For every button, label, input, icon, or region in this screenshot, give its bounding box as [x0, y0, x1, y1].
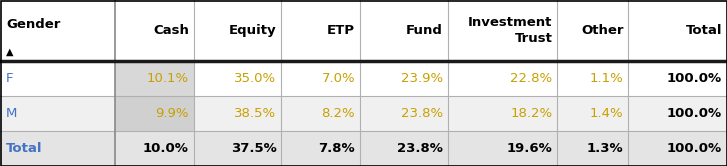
Text: 23.8%: 23.8% — [401, 107, 443, 120]
Text: F: F — [6, 72, 14, 85]
Text: Total: Total — [686, 24, 722, 37]
Text: 9.9%: 9.9% — [156, 107, 189, 120]
Text: Total: Total — [6, 142, 42, 155]
Text: 23.8%: 23.8% — [397, 142, 443, 155]
Text: 100.0%: 100.0% — [667, 72, 722, 85]
Text: 100.0%: 100.0% — [667, 107, 722, 120]
Bar — [0, 0, 727, 61]
Text: 35.0%: 35.0% — [234, 72, 276, 85]
Text: M: M — [6, 107, 17, 120]
Bar — [0, 131, 727, 166]
Text: Trust: Trust — [515, 32, 553, 45]
Text: 38.5%: 38.5% — [234, 107, 276, 120]
Bar — [115, 96, 194, 131]
Text: 8.2%: 8.2% — [321, 107, 356, 120]
Text: 10.0%: 10.0% — [143, 142, 189, 155]
Bar — [0, 61, 727, 96]
Text: 7.0%: 7.0% — [321, 72, 356, 85]
Text: Cash: Cash — [153, 24, 189, 37]
Text: ▲: ▲ — [6, 46, 14, 56]
Bar — [0, 96, 727, 131]
Text: 22.8%: 22.8% — [510, 72, 553, 85]
Text: Fund: Fund — [406, 24, 443, 37]
Text: 1.1%: 1.1% — [590, 72, 624, 85]
Text: Investment: Investment — [468, 16, 553, 29]
Text: 10.1%: 10.1% — [147, 72, 189, 85]
Text: 1.3%: 1.3% — [587, 142, 624, 155]
Text: 19.6%: 19.6% — [507, 142, 553, 155]
Text: 18.2%: 18.2% — [510, 107, 553, 120]
Text: 100.0%: 100.0% — [667, 142, 722, 155]
Text: 23.9%: 23.9% — [401, 72, 443, 85]
Text: 1.4%: 1.4% — [590, 107, 624, 120]
Text: Other: Other — [581, 24, 624, 37]
Text: 37.5%: 37.5% — [230, 142, 276, 155]
Text: ETP: ETP — [327, 24, 356, 37]
Bar — [115, 61, 194, 96]
Text: Gender: Gender — [6, 18, 60, 31]
Text: 7.8%: 7.8% — [318, 142, 356, 155]
Text: Equity: Equity — [229, 24, 276, 37]
